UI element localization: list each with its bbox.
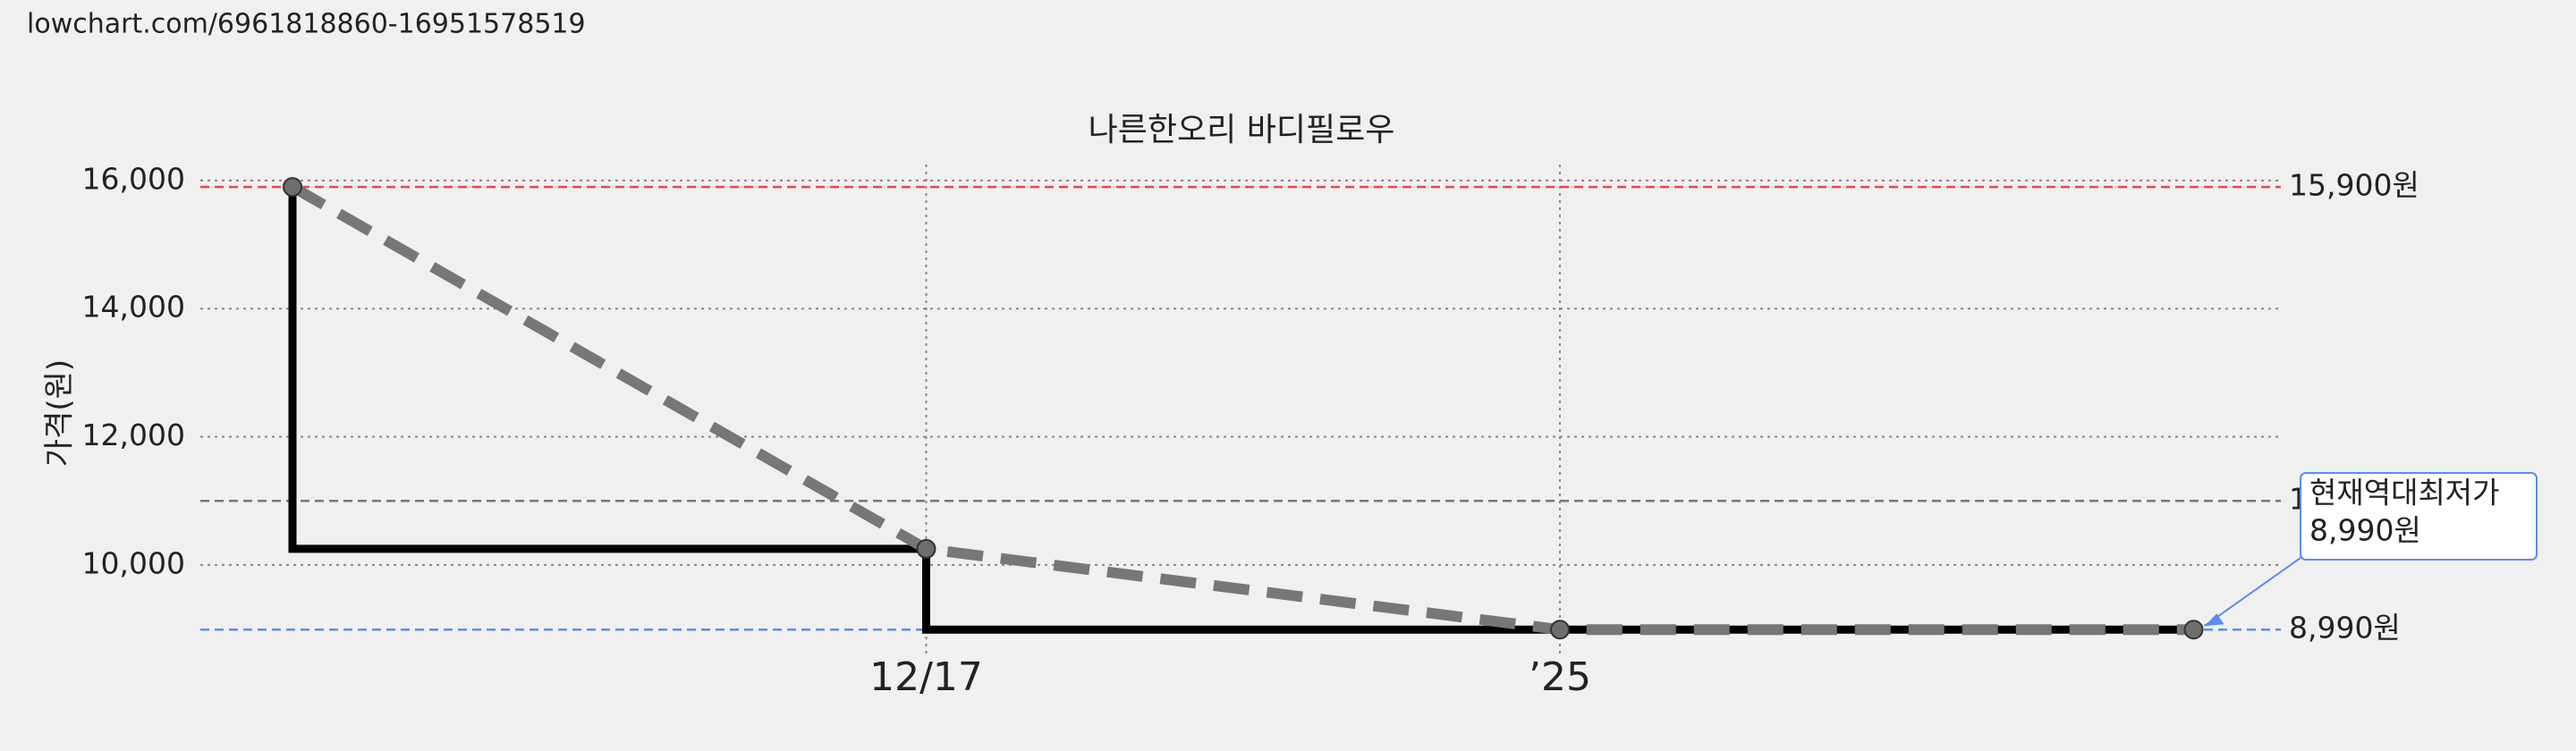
annotation-arrow <box>2203 557 2301 628</box>
y-tick-label: 16,000 <box>82 161 185 196</box>
y-tick-label: 12,000 <box>82 418 185 452</box>
y-tick-label: 14,000 <box>82 290 185 325</box>
x-tick-label: ’25 <box>1529 654 1591 700</box>
annotation-text: 8,990원 <box>2309 513 2421 548</box>
point <box>916 538 936 559</box>
step-line <box>288 187 2194 634</box>
point <box>283 177 302 198</box>
url: lowchart.com/6961818860-16951578519 <box>27 9 586 40</box>
trend-line <box>290 181 2194 636</box>
y-tick-label: 10,000 <box>82 545 185 580</box>
reference-label: 15,900원 <box>2289 168 2419 203</box>
annotation-box <box>2300 472 2538 561</box>
y-axis-label: 가격(원) <box>42 359 78 467</box>
chart-title: 나른한오리 바디필로우 <box>1089 112 1395 148</box>
annotation-text: 현재역대최저가 <box>2309 476 2500 511</box>
point <box>2183 620 2204 640</box>
reference-label: 8,990원 <box>2289 611 2401 646</box>
x-tick-label: 12/17 <box>869 654 983 700</box>
point <box>1550 620 1570 640</box>
arrow-head <box>2204 613 2224 627</box>
